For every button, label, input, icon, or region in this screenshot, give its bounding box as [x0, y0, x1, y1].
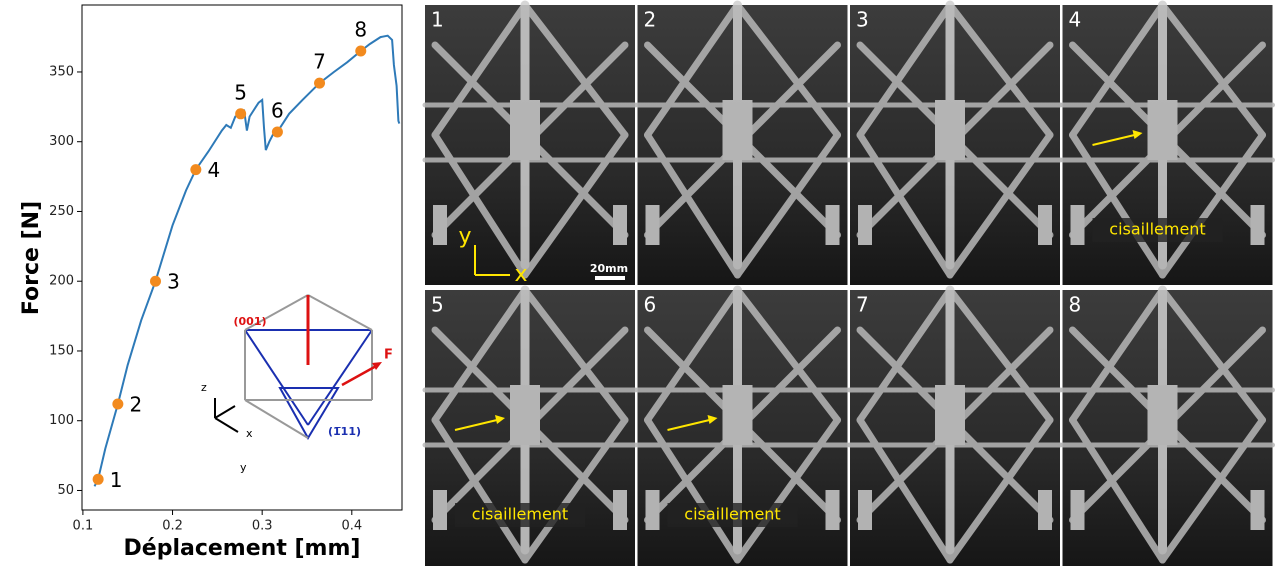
inset-axis: y — [240, 461, 247, 474]
panel-label: 4 — [1069, 8, 1082, 32]
caption: cisaillement — [472, 505, 568, 524]
inset-axis: x — [246, 427, 253, 440]
axis-letter: x — [514, 262, 527, 287]
photo-panel: 5 cisaillement — [425, 290, 635, 566]
panel-label: 5 — [431, 293, 444, 317]
panel-label: 2 — [644, 8, 657, 32]
y-tick-label: 350 — [49, 64, 74, 79]
point — [112, 398, 123, 409]
point — [93, 474, 104, 485]
x-tick-label: 0.3 — [252, 519, 273, 534]
caption: cisaillement — [1109, 220, 1205, 239]
y-tick-label: 100 — [49, 413, 74, 428]
y-tick-label: 150 — [49, 343, 74, 358]
x-tick-label: 0.4 — [341, 519, 362, 534]
point-label: 2 — [129, 392, 142, 416]
figure: Force [N] Déplacement [mm] (001) (1̅11) … — [0, 0, 1275, 566]
point-label: 3 — [167, 270, 180, 294]
photo-panel: 1 y x 20mm — [425, 5, 635, 287]
point-label: 4 — [207, 158, 220, 182]
photo-panel: 8 — [1063, 290, 1273, 566]
point — [272, 126, 283, 137]
y-tick-label: 50 — [57, 483, 74, 498]
x-tick-label: 0.1 — [73, 519, 94, 534]
scale-bar — [595, 276, 625, 280]
inset-label: (001) — [233, 315, 266, 328]
y-tick-label: 200 — [49, 274, 74, 289]
point — [190, 164, 201, 175]
photo-panel: 7 — [850, 290, 1060, 566]
photo-panel: 2 — [638, 5, 848, 285]
inset-label: F — [384, 348, 393, 363]
point-label: 8 — [354, 18, 367, 42]
x-tick-label: 0.2 — [162, 519, 183, 534]
point-label: 6 — [271, 98, 284, 122]
photo-panel: 4 cisaillement — [1063, 5, 1273, 285]
panel-label: 7 — [856, 293, 869, 317]
caption: cisaillement — [684, 505, 780, 524]
point — [235, 108, 246, 119]
scale-label: 20mm — [590, 262, 628, 275]
panel-label: 3 — [856, 8, 869, 32]
photo-panel: 3 — [850, 5, 1060, 285]
x-axis-label: Déplacement [mm] — [124, 536, 361, 561]
axis-letter: y — [458, 224, 471, 249]
inset-axis: z — [201, 381, 207, 394]
photo-panel: 6 cisaillement — [638, 290, 848, 566]
point-label: 5 — [234, 80, 247, 104]
point-label: 7 — [313, 50, 326, 74]
y-tick-label: 250 — [49, 204, 74, 219]
point — [314, 78, 325, 89]
inset-label: (1̅11) — [328, 425, 361, 438]
y-tick-label: 300 — [49, 134, 74, 149]
panel-label: 1 — [431, 8, 444, 32]
panel-label: 8 — [1069, 293, 1082, 317]
panel-label: 6 — [644, 293, 657, 317]
point — [150, 276, 161, 287]
point — [355, 46, 366, 57]
point-label: 1 — [110, 468, 123, 492]
y-axis-label: Force [N] — [19, 201, 44, 315]
